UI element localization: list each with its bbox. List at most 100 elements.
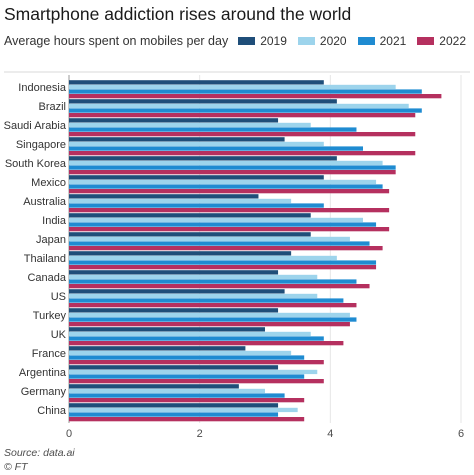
bar-australia-2021 [69, 203, 324, 208]
bar-brazil-2021 [69, 108, 422, 113]
bar-australia-2019 [69, 194, 259, 199]
bar-mexico-2020 [69, 179, 377, 185]
chart-title: Smartphone addiction rises around the wo… [4, 4, 352, 24]
bar-thailand-2020 [69, 255, 337, 261]
legend-swatch-2022 [417, 37, 435, 45]
bar-china-2019 [69, 403, 279, 408]
bar-germany-2021 [69, 393, 285, 398]
bar-china-2020 [69, 407, 298, 413]
category-label-thailand: Thailand [24, 253, 66, 265]
bar-germany-2022 [69, 398, 305, 403]
bar-china-2021 [69, 412, 279, 417]
bar-germany-2019 [69, 384, 239, 389]
category-label-indonesia: Indonesia [18, 82, 67, 94]
category-label-china: China [37, 405, 67, 417]
bar-canada-2021 [69, 279, 357, 284]
legend-item-2019: 2019 [238, 34, 287, 48]
legend-swatch-2021 [357, 37, 375, 45]
bar-turkey-2020 [69, 312, 350, 318]
category-label-brazil: Brazil [38, 101, 66, 113]
category-label-france: France [32, 348, 66, 360]
bar-chart: 0 2 4 6 Indonesia Brazil Saudi Arabia Singapore… [4, 71, 470, 440]
bar-argentina-2020 [69, 369, 318, 375]
bar-australia-2022 [69, 208, 390, 213]
category-label-canada: Canada [27, 272, 66, 284]
bar-thailand-2022 [69, 265, 377, 270]
category-label-australia: Australia [23, 196, 67, 208]
bar-indonesia-2021 [69, 89, 422, 94]
bar-uk-2021 [69, 336, 324, 341]
bar-singapore-2022 [69, 151, 416, 156]
bar-canada-2022 [69, 284, 370, 289]
bar-france-2022 [69, 360, 324, 365]
bar-india-2021 [69, 222, 377, 227]
legend-swatch-2020 [297, 37, 315, 45]
bar-saudi-arabia-2021 [69, 127, 357, 132]
category-label-japan: Japan [36, 234, 66, 246]
bar-us-2021 [69, 298, 344, 303]
bar-japan-2021 [69, 241, 370, 246]
bar-india-2019 [69, 213, 311, 218]
bar-turkey-2022 [69, 322, 350, 327]
x-tick-label-2: 2 [197, 428, 203, 440]
bar-brazil-2019 [69, 99, 337, 104]
bar-brazil-2020 [69, 103, 409, 109]
bar-south-korea-2020 [69, 160, 383, 166]
credit-note: © FT [4, 461, 28, 473]
source-note: Source: data.ai [4, 447, 75, 459]
bar-argentina-2021 [69, 374, 305, 379]
category-label-singapore: Singapore [16, 139, 66, 151]
bar-india-2020 [69, 217, 363, 223]
bar-thailand-2021 [69, 260, 377, 265]
bar-indonesia-2022 [69, 94, 442, 99]
x-tick-label-6: 6 [458, 428, 464, 440]
legend-swatch-2019 [238, 37, 256, 45]
bar-uk-2019 [69, 327, 265, 332]
bar-china-2022 [69, 417, 305, 422]
bar-singapore-2020 [69, 141, 324, 147]
bar-indonesia-2019 [69, 80, 324, 85]
bar-us-2019 [69, 289, 285, 294]
bar-france-2020 [69, 350, 292, 356]
bar-turkey-2021 [69, 317, 357, 322]
legend-label-2019: 2019 [260, 34, 287, 48]
bar-thailand-2019 [69, 251, 292, 256]
category-label-mexico: Mexico [31, 177, 66, 189]
legend-item-2021: 2021 [357, 34, 407, 48]
bar-mexico-2021 [69, 184, 383, 189]
bar-japan-2022 [69, 246, 383, 251]
legend-label-2022: 2022 [439, 34, 466, 48]
category-label-south-korea: South Korea [5, 158, 67, 170]
bar-south-korea-2021 [69, 165, 396, 170]
bar-us-2022 [69, 303, 357, 308]
bar-germany-2020 [69, 388, 265, 394]
category-label-us: US [51, 291, 66, 303]
x-tick-label-0: 0 [66, 428, 72, 440]
bar-japan-2020 [69, 236, 350, 242]
bar-uk-2020 [69, 331, 311, 337]
bar-mexico-2019 [69, 175, 324, 180]
bar-japan-2019 [69, 232, 311, 237]
bar-south-korea-2019 [69, 156, 337, 161]
bar-canada-2019 [69, 270, 279, 275]
bar-canada-2020 [69, 274, 318, 280]
legend-label-2021: 2021 [379, 34, 407, 48]
bar-argentina-2019 [69, 365, 279, 370]
bar-argentina-2022 [69, 379, 324, 384]
bar-us-2020 [69, 293, 318, 299]
bar-indonesia-2020 [69, 84, 396, 90]
category-label-argentina: Argentina [19, 367, 67, 379]
bar-saudi-arabia-2019 [69, 118, 279, 123]
bar-mexico-2022 [69, 189, 390, 194]
bar-singapore-2019 [69, 137, 285, 142]
bar-turkey-2019 [69, 308, 279, 313]
legend-item-2022: 2022 [417, 34, 466, 48]
chart-subtitle: Average hours spent on mobiles per day [4, 34, 229, 48]
bar-india-2022 [69, 227, 390, 232]
category-label-saudi-arabia: Saudi Arabia [4, 120, 67, 132]
bar-south-korea-2022 [69, 170, 396, 175]
legend-label-2020: 2020 [319, 34, 347, 48]
x-tick-label-4: 4 [327, 428, 333, 440]
bar-brazil-2022 [69, 113, 416, 118]
bar-singapore-2021 [69, 146, 363, 151]
